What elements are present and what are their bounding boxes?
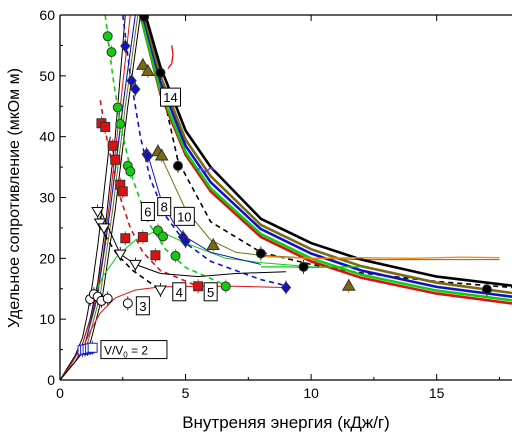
curve-label-box-4 — [172, 282, 187, 302]
point-3-5 — [122, 298, 133, 309]
curve-label-6: 6 — [144, 204, 151, 219]
point-4-5 — [154, 285, 167, 297]
point-6-2 — [112, 102, 123, 113]
point-3-4 — [102, 293, 113, 304]
point-5-7 — [137, 232, 148, 243]
point-6-8 — [170, 250, 181, 261]
y-tick-label-30: 30 — [39, 190, 55, 206]
y-tick-label-50: 50 — [39, 68, 55, 84]
curve-label-box-8 — [157, 197, 172, 217]
point-6-0 — [102, 31, 113, 42]
x-tick-label-10: 10 — [303, 385, 319, 401]
point-8-1 — [126, 74, 137, 87]
fit-curve-3 — [142, 15, 512, 295]
curve-label-8: 8 — [161, 200, 168, 215]
point-8-2 — [130, 82, 141, 96]
point-4-4 — [128, 259, 142, 271]
x-tick-label-15: 15 — [429, 385, 445, 401]
point-8-7 — [280, 281, 292, 294]
curve-label-4: 4 — [176, 285, 183, 300]
fit-curve-4 — [144, 15, 512, 287]
curve-label-10: 10 — [177, 209, 191, 224]
point-14-2 — [173, 160, 184, 171]
curve-label-box-2 — [100, 340, 168, 360]
point-10-5 — [341, 278, 356, 291]
plot-area: 3 4 5 6 8 10 14 V/V0 = 2 — [60, 15, 512, 380]
x-axis-title: Внутреняя энергия (кДж/г) — [182, 413, 390, 432]
point-5-2 — [107, 140, 118, 151]
point-5-9 — [193, 281, 204, 292]
point-4-0 — [91, 206, 105, 218]
point-8-6 — [180, 235, 191, 248]
point-2-4 — [87, 342, 98, 353]
noisy-tail-1 — [195, 166, 217, 173]
plateau-curve-2 — [147, 154, 262, 265]
y-tick-label-0: 0 — [47, 372, 55, 388]
curve-label-14: 14 — [163, 90, 177, 105]
point-14-3 — [255, 248, 266, 259]
axes: 0 5 10 15 0 10 20 30 40 50 60 — [39, 7, 512, 401]
y-axis-title: Удельное сопротивление (мкОм м) — [6, 68, 23, 328]
curve-label-box-3 — [135, 296, 150, 316]
y-tick-label-60: 60 — [39, 7, 55, 23]
point-6-5 — [125, 166, 136, 177]
curve-label-5: 5 — [207, 285, 214, 300]
point-6-3 — [115, 118, 126, 129]
point-10-0 — [136, 57, 150, 70]
dashed-curve-2 — [104, 15, 227, 286]
curve-label-box-14 — [159, 87, 181, 107]
curve-label-2: V/V0 = 2 — [104, 344, 148, 360]
point-5-6 — [120, 233, 131, 244]
point-4-3 — [113, 249, 127, 261]
y-tick-label-10: 10 — [39, 311, 55, 327]
plot-curves — [60, 15, 512, 380]
point-8-0 — [120, 39, 131, 53]
point-10-1 — [141, 63, 155, 76]
noisy-tail-2 — [260, 255, 500, 259]
rise-curve-0 — [60, 136, 111, 380]
point-5-1 — [100, 121, 111, 132]
x-tick-label-0: 0 — [56, 385, 64, 401]
point-8-4 — [142, 149, 154, 163]
point-14-0 — [139, 15, 150, 22]
point-5-8 — [150, 250, 161, 261]
fit-curve-1 — [139, 15, 512, 302]
point-6-7 — [157, 231, 168, 242]
point-10-4 — [206, 237, 221, 250]
point-6-1 — [106, 47, 117, 58]
curve-label-box-6 — [140, 201, 155, 221]
y-tick-label-40: 40 — [39, 129, 55, 145]
point-14-1 — [155, 67, 166, 78]
plateau-curve-1 — [92, 229, 362, 302]
rise-curve-5 — [60, 15, 139, 380]
point-14-5 — [481, 284, 492, 295]
dashed-curve-0 — [142, 15, 512, 289]
curve-label-box-5 — [203, 282, 218, 302]
curve-label-3: 3 — [139, 299, 146, 314]
x-tick-label-5: 5 — [182, 385, 190, 401]
noisy-tail-0 — [167, 45, 174, 69]
noisy-tail-3 — [260, 266, 362, 269]
point-10-3 — [154, 148, 169, 161]
point-4-2 — [97, 223, 111, 235]
point-6-9 — [220, 281, 231, 292]
curve-label-box-10 — [173, 206, 195, 226]
y-tick-label-20: 20 — [39, 250, 55, 266]
point-5-3 — [110, 154, 121, 165]
point-5-5 — [117, 186, 128, 197]
point-14-4 — [298, 261, 309, 272]
rise-curve-6 — [60, 15, 141, 380]
